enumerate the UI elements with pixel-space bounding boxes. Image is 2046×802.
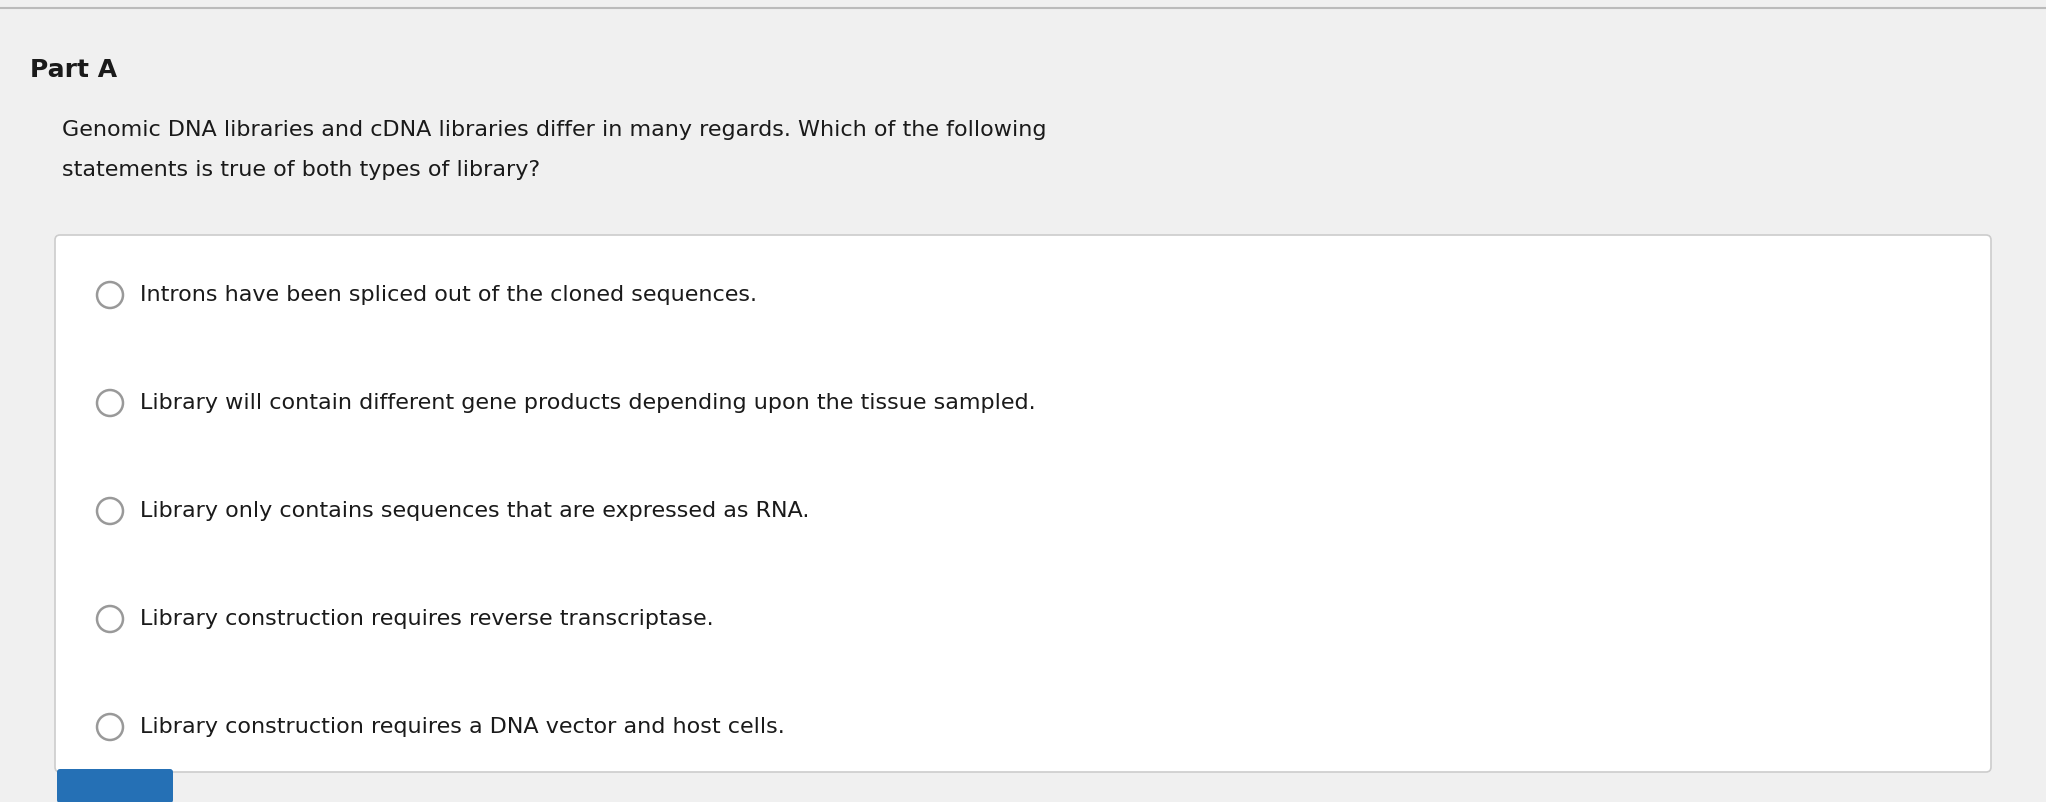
Text: Library only contains sequences that are expressed as RNA.: Library only contains sequences that are… bbox=[139, 501, 810, 521]
Circle shape bbox=[96, 390, 123, 416]
Text: statements is true of both types of library?: statements is true of both types of libr… bbox=[61, 160, 540, 180]
Circle shape bbox=[96, 498, 123, 524]
Text: Library construction requires reverse transcriptase.: Library construction requires reverse tr… bbox=[139, 609, 714, 629]
Circle shape bbox=[96, 606, 123, 632]
FancyBboxPatch shape bbox=[55, 235, 1991, 772]
Text: Genomic DNA libraries and cDNA libraries differ in many regards. Which of the fo: Genomic DNA libraries and cDNA libraries… bbox=[61, 120, 1046, 140]
Circle shape bbox=[96, 282, 123, 308]
Text: Introns have been spliced out of the cloned sequences.: Introns have been spliced out of the clo… bbox=[139, 285, 757, 305]
Text: Part A: Part A bbox=[31, 58, 117, 82]
FancyBboxPatch shape bbox=[57, 769, 174, 802]
Circle shape bbox=[96, 714, 123, 740]
Text: Library construction requires a DNA vector and host cells.: Library construction requires a DNA vect… bbox=[139, 717, 786, 737]
Text: Library will contain different gene products depending upon the tissue sampled.: Library will contain different gene prod… bbox=[139, 393, 1035, 413]
